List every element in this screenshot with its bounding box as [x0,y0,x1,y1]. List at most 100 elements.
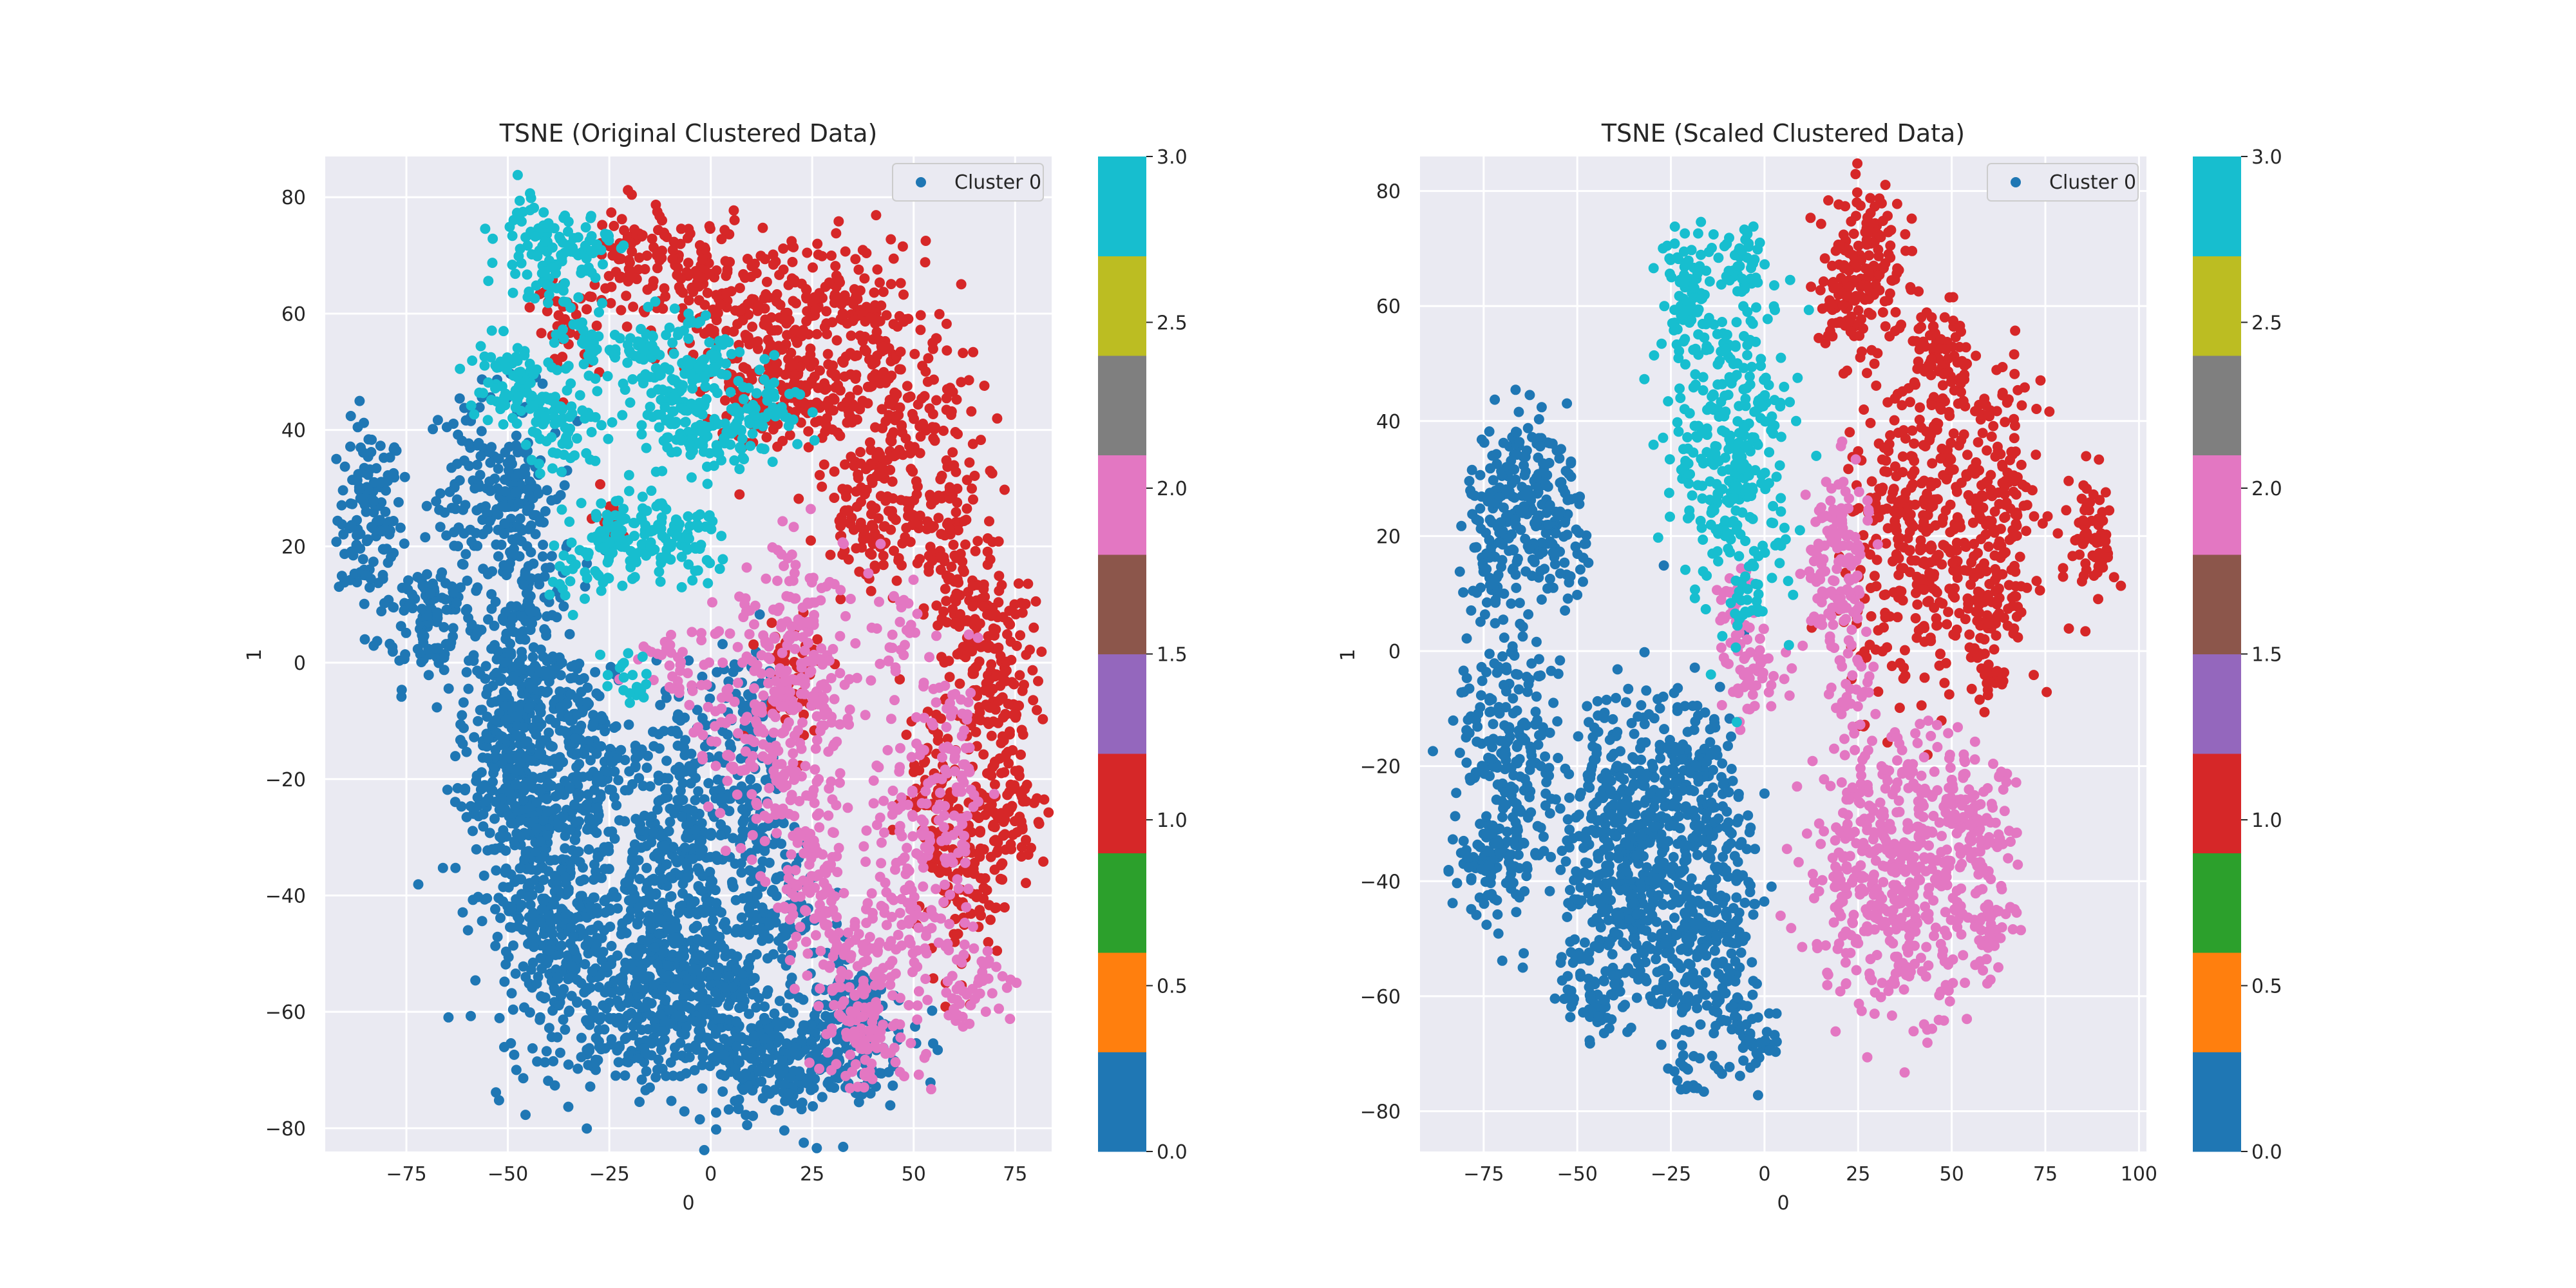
scatter-point [777,943,788,954]
scatter-point [951,394,962,405]
scatter-point [850,934,861,945]
scatter-point [835,630,846,641]
scatter-point [824,1013,835,1024]
scatter-point [811,328,822,339]
scatter-point [742,920,753,931]
scatter-point [546,781,557,791]
scatter-point [817,659,828,670]
scatter-point [606,941,617,951]
scatter-point [437,592,448,603]
scatter-point [818,889,829,900]
scatter-point [1000,676,1011,687]
scatter-point [499,1041,509,1052]
scatter-point [511,730,522,741]
scatter-point [983,642,994,653]
scatter-point [626,943,637,954]
scatter-point [862,381,873,392]
scatter-point [469,483,480,494]
scatter-point [486,589,497,600]
scatter-point [683,258,694,269]
scatter-point [764,782,775,793]
scatter-point [784,687,795,697]
scatter-point [829,493,840,503]
scatter-point [758,690,769,701]
scatter-point [791,879,802,890]
scatter-point [704,269,715,279]
scatter-point [534,703,545,714]
scatter-point [726,762,737,773]
scatter-point [693,864,704,874]
scatter-point [431,702,442,713]
scatter-point [703,778,714,789]
scatter-point [831,736,842,747]
scatter-point [365,582,375,593]
scatter-point [461,667,472,677]
scatter-point [753,725,764,735]
scatter-point [730,895,741,905]
scatter-point [772,687,783,697]
scatter-point [1043,807,1054,818]
scatter-point [606,281,617,292]
scatter-point [1001,656,1012,667]
scatter-point [338,529,349,540]
scatter-point [462,575,473,586]
scatter-point [554,1047,565,1058]
scatter-point [772,828,782,838]
scatter-point [764,1088,775,1099]
scatter-point [633,751,644,761]
scatter-point [656,873,667,884]
scatter-point [663,826,674,837]
scatter-point [523,561,534,572]
scatter-point [876,404,887,415]
scatter-point [750,600,761,611]
scatter-point [793,493,804,504]
scatter-point [399,471,410,482]
scatter-point [763,813,773,824]
scatter-point [511,430,522,441]
scatter-point [785,795,796,806]
scatter-point [682,828,693,839]
scatter-point [365,573,376,584]
scatter-point [848,524,859,535]
scatter-point [810,930,821,941]
scatter-point [951,588,962,599]
scatter-point [613,1057,624,1068]
scatter-point [800,679,810,690]
scatter-point [345,441,355,452]
scatter-point [480,796,491,807]
scatter-point [778,701,789,712]
scatter-point [778,243,789,254]
scatter-point [692,705,703,715]
scatter-point [812,238,823,249]
scatter-point [413,879,424,890]
scatter-point [982,546,993,557]
scatter-point [757,822,768,833]
scatter-point [982,533,993,544]
scatter-point [674,951,685,961]
scatter-point [511,721,522,732]
scatter-point [472,792,483,803]
scatter-point [931,395,942,406]
scatter-point [576,1032,587,1043]
scatter-point [665,803,676,814]
scatter-point [747,829,758,840]
scatter-point [904,440,914,451]
scatter-point [964,457,975,468]
scatter-point [665,817,676,828]
scatter-point [490,797,501,807]
scatter-point [594,981,605,992]
scatter-point [886,234,896,245]
scatter-point [802,247,813,258]
scatter-points [331,169,1054,1155]
scatter-point [728,833,739,844]
scatter-point [672,728,683,739]
scatter-point [878,287,889,298]
scatter-point [749,619,759,630]
scatter-point [762,652,773,663]
scatter-point [417,580,428,591]
scatter-point [495,913,506,923]
scatter-point [611,891,622,902]
scatter-point [785,737,796,748]
scatter-point [813,911,824,922]
scatter-point [659,972,670,983]
